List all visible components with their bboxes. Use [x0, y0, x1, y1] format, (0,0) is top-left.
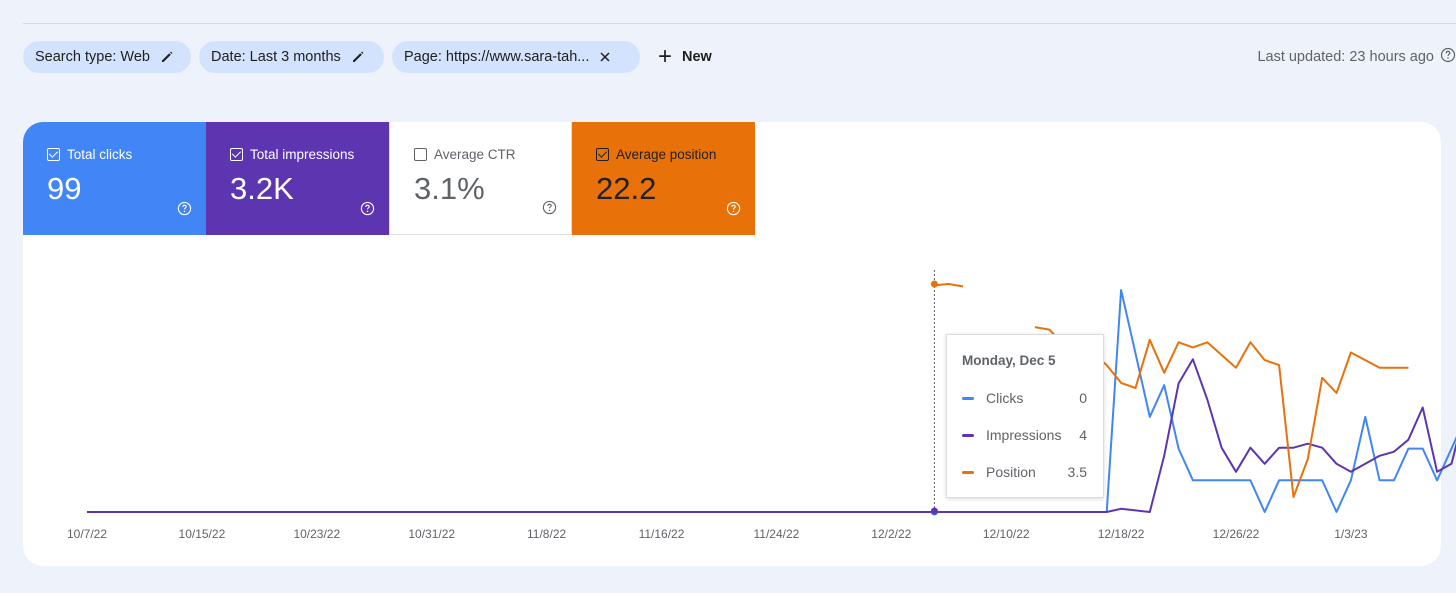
filter-bar: Search type: Web Date: Last 3 months Pag… [23, 41, 1456, 73]
x-tick-label: 10/23/22 [293, 527, 340, 541]
metric-label: Total clicks [67, 147, 133, 162]
tooltip-row-clicks: Clicks 0 [962, 388, 1087, 408]
top-divider [23, 23, 1456, 24]
legend-swatch [962, 433, 974, 437]
metric-value: 3.1% [414, 171, 485, 206]
tooltip-series-name: Impressions [986, 427, 1062, 443]
close-icon[interactable] [599, 51, 611, 63]
hover-dot-position [930, 280, 938, 288]
tooltip-series-name: Position [986, 464, 1036, 480]
pencil-icon[interactable] [160, 50, 174, 64]
help-icon[interactable] [177, 201, 192, 221]
chip-label: Date: Last 3 months [211, 49, 341, 65]
x-tick-label: 10/15/22 [179, 527, 226, 541]
x-tick-label: 12/10/22 [983, 527, 1030, 541]
checkbox-checked[interactable] [596, 148, 609, 161]
last-updated: Last updated: 23 hours ago [1257, 41, 1456, 73]
x-tick-label: 12/26/22 [1213, 527, 1260, 541]
metric-label: Average position [616, 147, 717, 162]
x-tick-label: 11/8/22 [527, 527, 566, 541]
metric-value: 22.2 [596, 171, 657, 206]
page-chip[interactable]: Page: https://www.sara-tah... [392, 41, 640, 73]
last-updated-text: Last updated: 23 hours ago [1257, 49, 1434, 65]
series-line-impressions [87, 358, 1456, 513]
metric-average-ctr[interactable]: Average CTR 3.1% [389, 122, 572, 235]
x-tick-label: 1/3/23 [1334, 527, 1368, 541]
checkbox-checked[interactable] [47, 148, 60, 161]
new-filter-button[interactable]: + New [658, 41, 712, 73]
new-label: New [682, 49, 712, 65]
tooltip-date: Monday, Dec 5 [962, 353, 1056, 368]
help-icon[interactable] [726, 201, 741, 221]
metric-label: Average CTR [434, 147, 516, 162]
tooltip-series-value: 0 [1079, 390, 1087, 406]
search-type-chip[interactable]: Search type: Web [23, 41, 191, 73]
checkbox-checked[interactable] [230, 148, 243, 161]
tooltip-row-impressions: Impressions 4 [962, 425, 1087, 445]
x-tick-label: 12/18/22 [1098, 527, 1145, 541]
chip-label: Search type: Web [35, 49, 150, 65]
metric-value: 99 [47, 171, 82, 206]
metric-value: 3.2K [230, 171, 294, 206]
tooltip-series-name: Clicks [986, 390, 1024, 406]
x-tick-label: 11/24/22 [753, 527, 799, 541]
checkbox-unchecked[interactable] [414, 148, 427, 161]
tooltip-row-position: Position 3.5 [962, 462, 1087, 482]
x-tick-label: 10/31/22 [408, 527, 455, 541]
x-tick-label: 10/7/22 [67, 527, 107, 541]
plus-icon: + [658, 43, 673, 70]
metric-total-clicks[interactable]: Total clicks 99 [23, 122, 206, 235]
x-tick-label: 12/2/22 [871, 527, 911, 541]
legend-swatch [962, 396, 974, 400]
tooltip-series-value: 3.5 [1067, 464, 1087, 480]
chart-tooltip: Monday, Dec 5 Clicks 0 Impressions 4 Pos… [946, 334, 1104, 498]
help-icon[interactable] [1440, 47, 1456, 67]
pencil-icon[interactable] [351, 50, 365, 64]
series-line-clicks [87, 289, 1456, 513]
metric-total-impressions[interactable]: Total impressions 3.2K [206, 122, 389, 235]
hover-dot-impressions [930, 507, 938, 515]
chip-label: Page: https://www.sara-tah... [404, 49, 590, 65]
date-chip[interactable]: Date: Last 3 months [199, 41, 384, 73]
help-icon[interactable] [360, 201, 375, 221]
help-icon[interactable] [542, 200, 557, 220]
x-tick-label: 11/16/22 [639, 527, 685, 541]
metric-average-position[interactable]: Average position 22.2 [572, 122, 755, 235]
legend-swatch [962, 470, 974, 474]
series-line-position [934, 283, 964, 288]
metric-label: Total impressions [250, 147, 355, 162]
tooltip-series-value: 4 [1079, 427, 1087, 443]
